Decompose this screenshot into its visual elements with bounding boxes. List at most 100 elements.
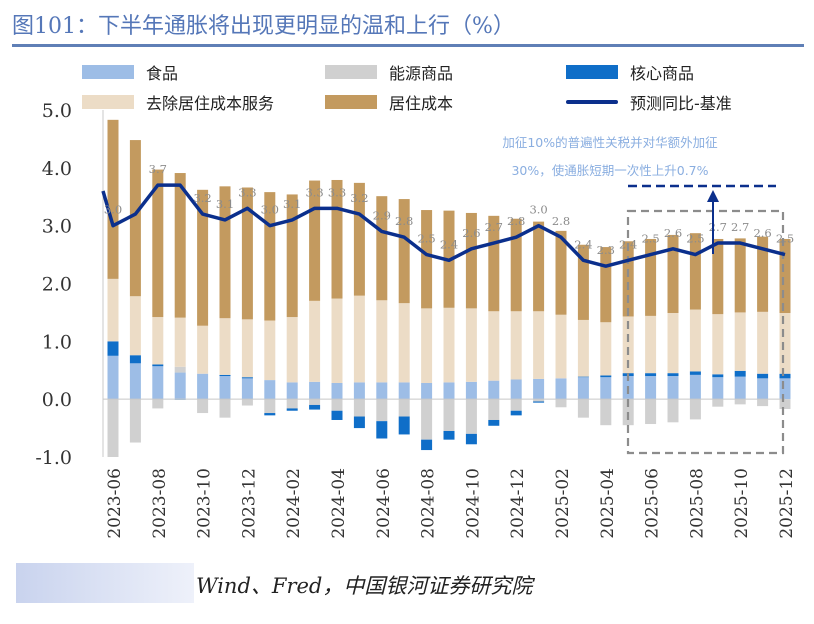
bar-segment bbox=[421, 382, 433, 400]
line-data-label: 3.3 bbox=[305, 185, 323, 199]
bar-segment bbox=[443, 307, 455, 383]
bar-segment bbox=[757, 399, 769, 407]
x-tick-label: 2023-08 bbox=[150, 468, 170, 539]
bar-segment bbox=[689, 374, 701, 400]
legend-swatch-food bbox=[82, 65, 134, 79]
bar-segment bbox=[510, 379, 522, 400]
x-tick-label: 2023-12 bbox=[239, 468, 259, 539]
bar-segment bbox=[353, 382, 365, 400]
x-axis: 2023-06 2023-08 2023-10 2023-12 2024-02 2024-… bbox=[103, 398, 797, 539]
line-data-label: 2.6 bbox=[462, 226, 480, 240]
x-tick-label: 2023-10 bbox=[195, 468, 215, 539]
x-tick-label: 2024-12 bbox=[508, 468, 528, 539]
bar-segment bbox=[600, 322, 612, 376]
bar-segment bbox=[174, 372, 186, 400]
legend-item-forecast: 预测同比-基准 bbox=[566, 92, 732, 113]
bar-segment bbox=[286, 194, 298, 318]
line-data-label: 2.8 bbox=[552, 214, 570, 228]
bar-segment bbox=[264, 380, 276, 400]
bar-segment bbox=[757, 373, 769, 379]
line-data-label: 2.7 bbox=[731, 220, 749, 234]
legend-item-energy: 能源商品 bbox=[325, 62, 453, 83]
forecast-dashed-box bbox=[626, 209, 785, 455]
bar-segment bbox=[555, 399, 567, 408]
bar-segment bbox=[129, 363, 141, 400]
bar-segment bbox=[465, 308, 477, 382]
bar-segment bbox=[577, 399, 589, 418]
bar-segment bbox=[533, 221, 545, 312]
bar-segment bbox=[533, 311, 545, 379]
line-data-label: 2.6 bbox=[664, 226, 682, 240]
bar-segment bbox=[689, 309, 701, 372]
bar-segment bbox=[376, 382, 388, 400]
bar-segment bbox=[197, 189, 209, 326]
legend-line-forecast bbox=[566, 100, 618, 104]
line-data-label: 3.3 bbox=[238, 185, 256, 199]
bar-segment bbox=[645, 399, 657, 425]
bar-segment bbox=[241, 377, 253, 379]
bar-segment bbox=[555, 314, 567, 379]
source-note: Wind、Fred，中国银河证券研究院 bbox=[196, 574, 533, 598]
bar-segment bbox=[376, 399, 388, 422]
bar-segment bbox=[577, 377, 589, 400]
bar-segment bbox=[555, 230, 567, 315]
tariff-arrow-head bbox=[707, 190, 719, 202]
bar-segment bbox=[779, 399, 791, 409]
line-data-label: 2.5 bbox=[686, 232, 704, 246]
y-tick-label: 1.0 bbox=[42, 331, 72, 353]
bar-segment bbox=[398, 199, 410, 304]
line-data-label: 2.7 bbox=[709, 220, 727, 234]
bar-segment bbox=[488, 311, 500, 381]
bar-segment bbox=[353, 416, 365, 429]
legend-swatch-housing bbox=[325, 95, 377, 109]
y-tick-label: -1.0 bbox=[35, 447, 72, 469]
bar-segment bbox=[689, 233, 701, 310]
bar-segment bbox=[465, 399, 477, 434]
bar-segment bbox=[353, 295, 365, 383]
bar-segment bbox=[331, 410, 343, 420]
bar-segment bbox=[398, 416, 410, 435]
bar-segment bbox=[264, 320, 276, 381]
annotation-line-2: 30%，使通胀短期一次性上升0.7% bbox=[511, 163, 708, 178]
bar-segment bbox=[286, 317, 298, 383]
legend-swatch-services bbox=[82, 95, 134, 109]
bar-segment bbox=[734, 370, 746, 377]
bar-segment bbox=[779, 373, 791, 379]
bar-segment bbox=[174, 317, 186, 367]
y-tick-label: 0.0 bbox=[42, 389, 72, 411]
bar-segment bbox=[331, 179, 343, 299]
x-tick-label: 2024-08 bbox=[419, 468, 439, 539]
bar-segment bbox=[533, 401, 545, 403]
bar-segment bbox=[689, 371, 701, 375]
bar-segment bbox=[555, 378, 567, 400]
legend-item-food: 食品 bbox=[82, 62, 178, 83]
bar-segment bbox=[443, 382, 455, 400]
line-data-label: 3.0 bbox=[529, 203, 547, 217]
bar-segment bbox=[510, 311, 522, 380]
bar-segment bbox=[689, 399, 701, 420]
bar-segment bbox=[219, 376, 231, 400]
bar-segment bbox=[398, 382, 410, 400]
bar-segment bbox=[376, 421, 388, 439]
bar-segment bbox=[577, 244, 589, 320]
bar-segment bbox=[577, 376, 589, 378]
bar-segment bbox=[398, 399, 410, 417]
annotation-line-1: 加征10%的普遍性关税并对华额外加征 bbox=[502, 135, 718, 150]
legend-item-housing: 居住成本 bbox=[325, 92, 453, 113]
line-data-label: 2.6 bbox=[753, 226, 771, 240]
bar-segment bbox=[645, 373, 657, 377]
bar-segment bbox=[667, 373, 679, 377]
legend-item-services: 去除居住成本服务 bbox=[82, 92, 274, 113]
legend-label-core-goods: 核心商品 bbox=[630, 64, 695, 83]
bar-segment bbox=[622, 241, 634, 317]
x-tick-label: 2025-12 bbox=[777, 468, 797, 539]
bar-segment bbox=[197, 399, 209, 414]
title-underline bbox=[12, 44, 804, 47]
bar-segment bbox=[309, 180, 321, 301]
bar-segment bbox=[488, 215, 500, 312]
bar-segment bbox=[331, 298, 343, 383]
bar-segment bbox=[309, 399, 321, 405]
x-tick-label: 2025-02 bbox=[553, 468, 573, 539]
forecast-highlight bbox=[626, 209, 785, 455]
line-data-label: 2.4 bbox=[440, 237, 458, 251]
